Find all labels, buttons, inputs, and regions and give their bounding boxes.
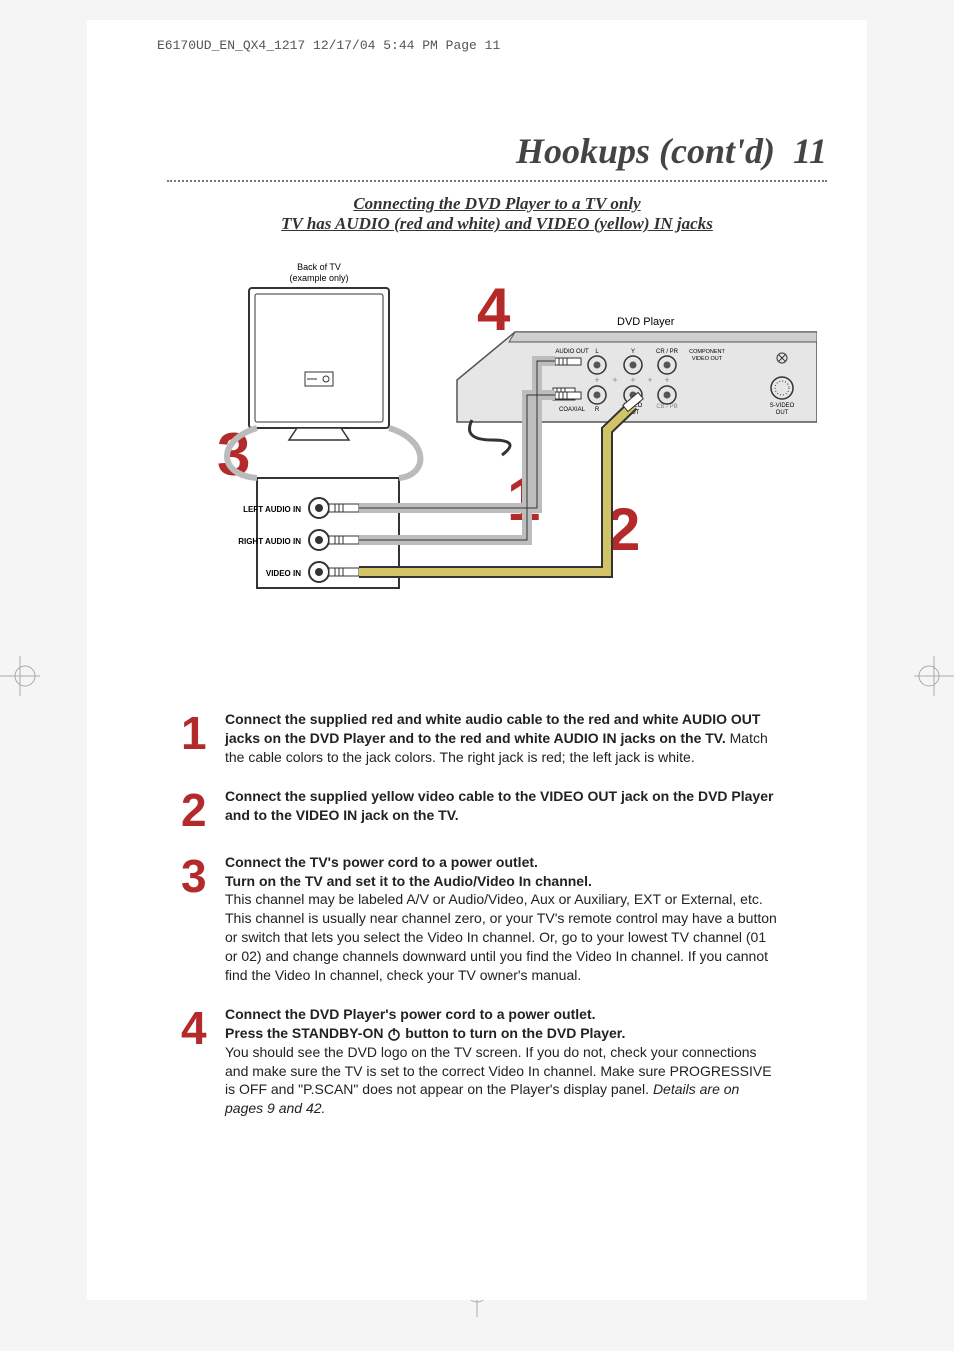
step-2-bold: Connect the supplied yellow video cable … [225, 788, 773, 823]
step-number-4: 4 [181, 1005, 211, 1051]
page-number: 11 [793, 130, 827, 172]
subtitle-line-1: Connecting the DVD Player to a TV only [167, 194, 827, 214]
svg-text:+: + [612, 375, 617, 385]
step-body-3: Connect the TV's power cord to a power o… [225, 853, 781, 985]
svg-text:DVD Player: DVD Player [617, 316, 675, 328]
svg-text:LEFT AUDIO IN: LEFT AUDIO IN [243, 505, 301, 514]
step-1-bold: Connect the supplied red and white audio… [225, 711, 760, 746]
svg-text:(example only): (example only) [289, 273, 348, 283]
svg-text:S-VIDEO: S-VIDEO [770, 403, 795, 409]
subtitle: Connecting the DVD Player to a TV only T… [167, 194, 827, 234]
hookup-diagram: 4 3 1 2 Back of TV (example only) [177, 250, 817, 610]
svg-text:COMPONENT: COMPONENT [689, 349, 725, 355]
print-mark: E6170UD_EN_QX4_1217 12/17/04 5:44 PM Pag… [157, 38, 500, 53]
step-number-1: 1 [181, 710, 211, 756]
step-4: 4 Connect the DVD Player's power cord to… [181, 1005, 781, 1118]
step-1: 1 Connect the supplied red and white aud… [181, 710, 781, 767]
svg-text:+: + [647, 375, 652, 385]
step-2: 2 Connect the supplied yellow video cabl… [181, 787, 781, 833]
title-row: Hookups (cont'd) 11 [167, 130, 827, 172]
svg-text:4: 4 [477, 276, 511, 343]
registration-mark-right [914, 656, 954, 696]
svg-text:+: + [630, 375, 635, 385]
svg-text:R: R [595, 407, 600, 413]
dotted-rule [167, 180, 827, 182]
step-4-bold-b: button to turn on the DVD Player. [401, 1025, 625, 1041]
svg-text:+: + [664, 375, 669, 385]
svg-text:VIDEO IN: VIDEO IN [266, 569, 301, 578]
step-body-1: Connect the supplied red and white audio… [225, 710, 781, 767]
svg-text:Back of TV: Back of TV [297, 262, 341, 272]
page-title: Hookups (cont'd) [516, 130, 775, 172]
step-body-4: Connect the DVD Player's power cord to a… [225, 1005, 781, 1118]
svg-text:VIDEO OUT: VIDEO OUT [692, 356, 723, 362]
step-number-3: 3 [181, 853, 211, 899]
step-3-bold: Connect the TV's power cord to a power o… [225, 854, 592, 889]
svg-text:Y: Y [631, 349, 635, 355]
svg-text:OUT: OUT [776, 410, 789, 416]
instruction-steps: 1 Connect the supplied red and white aud… [181, 710, 781, 1118]
step-body-2: Connect the supplied yellow video cable … [225, 787, 781, 825]
step-3-rest: This channel may be labeled A/V or Audio… [225, 891, 777, 983]
standby-on-icon [387, 1027, 401, 1041]
step-3: 3 Connect the TV's power cord to a power… [181, 853, 781, 985]
svg-text:CB / PB: CB / PB [656, 404, 677, 410]
svg-text:CR / PR: CR / PR [656, 349, 679, 355]
svg-text:+: + [594, 375, 599, 385]
subtitle-line-2: TV has AUDIO (red and white) and VIDEO (… [167, 214, 827, 234]
svg-text:AUDIO OUT: AUDIO OUT [555, 349, 589, 355]
registration-mark-left [0, 656, 40, 696]
document-page: E6170UD_EN_QX4_1217 12/17/04 5:44 PM Pag… [87, 20, 867, 1300]
svg-text:COAXIAL: COAXIAL [559, 407, 586, 413]
svg-text:RIGHT AUDIO IN: RIGHT AUDIO IN [238, 537, 301, 546]
step-number-2: 2 [181, 787, 211, 833]
